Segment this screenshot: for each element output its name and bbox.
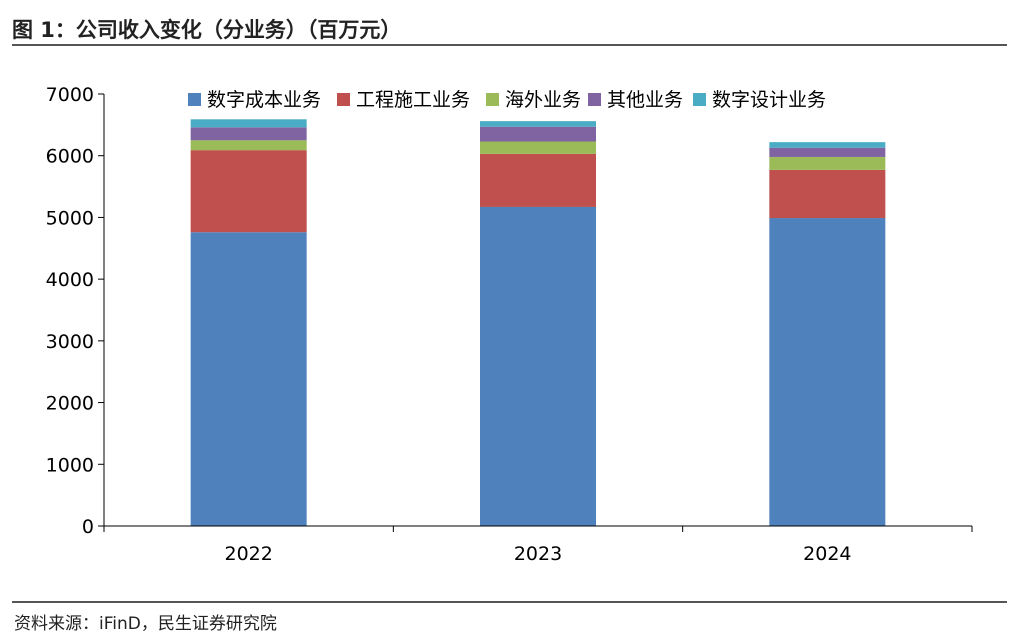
bar-segment xyxy=(769,156,886,170)
legend-swatch xyxy=(337,93,350,106)
bar-segment xyxy=(190,140,307,151)
legend-label: 其他业务 xyxy=(607,89,683,111)
legend-label: 海外业务 xyxy=(505,89,581,111)
bar-segment xyxy=(190,232,307,527)
legend-label: 工程施工业务 xyxy=(356,89,470,111)
bar-segment xyxy=(480,153,596,207)
bar-segment xyxy=(190,127,307,141)
legend-label: 数字成本业务 xyxy=(207,89,321,111)
stacked-bar-chart: 数字成本业务 工程施工业务 海外业务 其他业务 数字设计业务 0 1000 2000 3000… xyxy=(46,84,973,565)
bar-segment xyxy=(769,218,886,526)
bar-segment xyxy=(769,169,886,219)
y-axis: 0 1000 2000 3000 4000 5000 6000 7000 xyxy=(46,84,105,538)
y-tick-label: 4000 xyxy=(46,269,94,291)
y-tick-label: 3000 xyxy=(46,331,94,353)
x-axis: 2022 2023 2024 xyxy=(103,525,973,565)
x-tick-label: 2022 xyxy=(224,543,272,565)
x-tick-label: 2024 xyxy=(803,543,851,565)
bar-segment xyxy=(769,142,886,148)
title-divider xyxy=(12,44,1007,46)
y-tick-label: 6000 xyxy=(46,146,94,168)
y-tick-label: 7000 xyxy=(46,84,94,106)
chart-legend: 数字成本业务 工程施工业务 海外业务 其他业务 数字设计业务 xyxy=(188,89,826,111)
legend-swatch xyxy=(486,93,499,106)
bar-segment xyxy=(480,206,596,527)
x-tick-label: 2023 xyxy=(514,543,562,565)
bar-segment xyxy=(480,141,596,154)
source-note: 资料来源：iFinD，民生证券研究院 xyxy=(14,614,277,634)
bar-segment xyxy=(190,150,307,233)
y-tick-label: 5000 xyxy=(46,207,94,229)
y-tick-label: 1000 xyxy=(46,454,94,476)
chart-bars xyxy=(190,119,886,527)
source-divider xyxy=(12,601,1007,603)
legend-swatch xyxy=(188,93,201,106)
legend-swatch xyxy=(693,93,706,106)
bar-segment xyxy=(190,119,307,128)
legend-label: 数字设计业务 xyxy=(712,89,826,111)
y-tick-label: 2000 xyxy=(46,393,94,415)
bar-segment xyxy=(769,147,886,157)
bar-segment xyxy=(480,126,596,142)
bar-segment xyxy=(480,121,596,127)
figure-title: 图 1：公司收入变化（分业务）（百万元） xyxy=(12,18,402,42)
legend-swatch xyxy=(588,93,601,106)
y-tick-label: 0 xyxy=(82,516,94,538)
